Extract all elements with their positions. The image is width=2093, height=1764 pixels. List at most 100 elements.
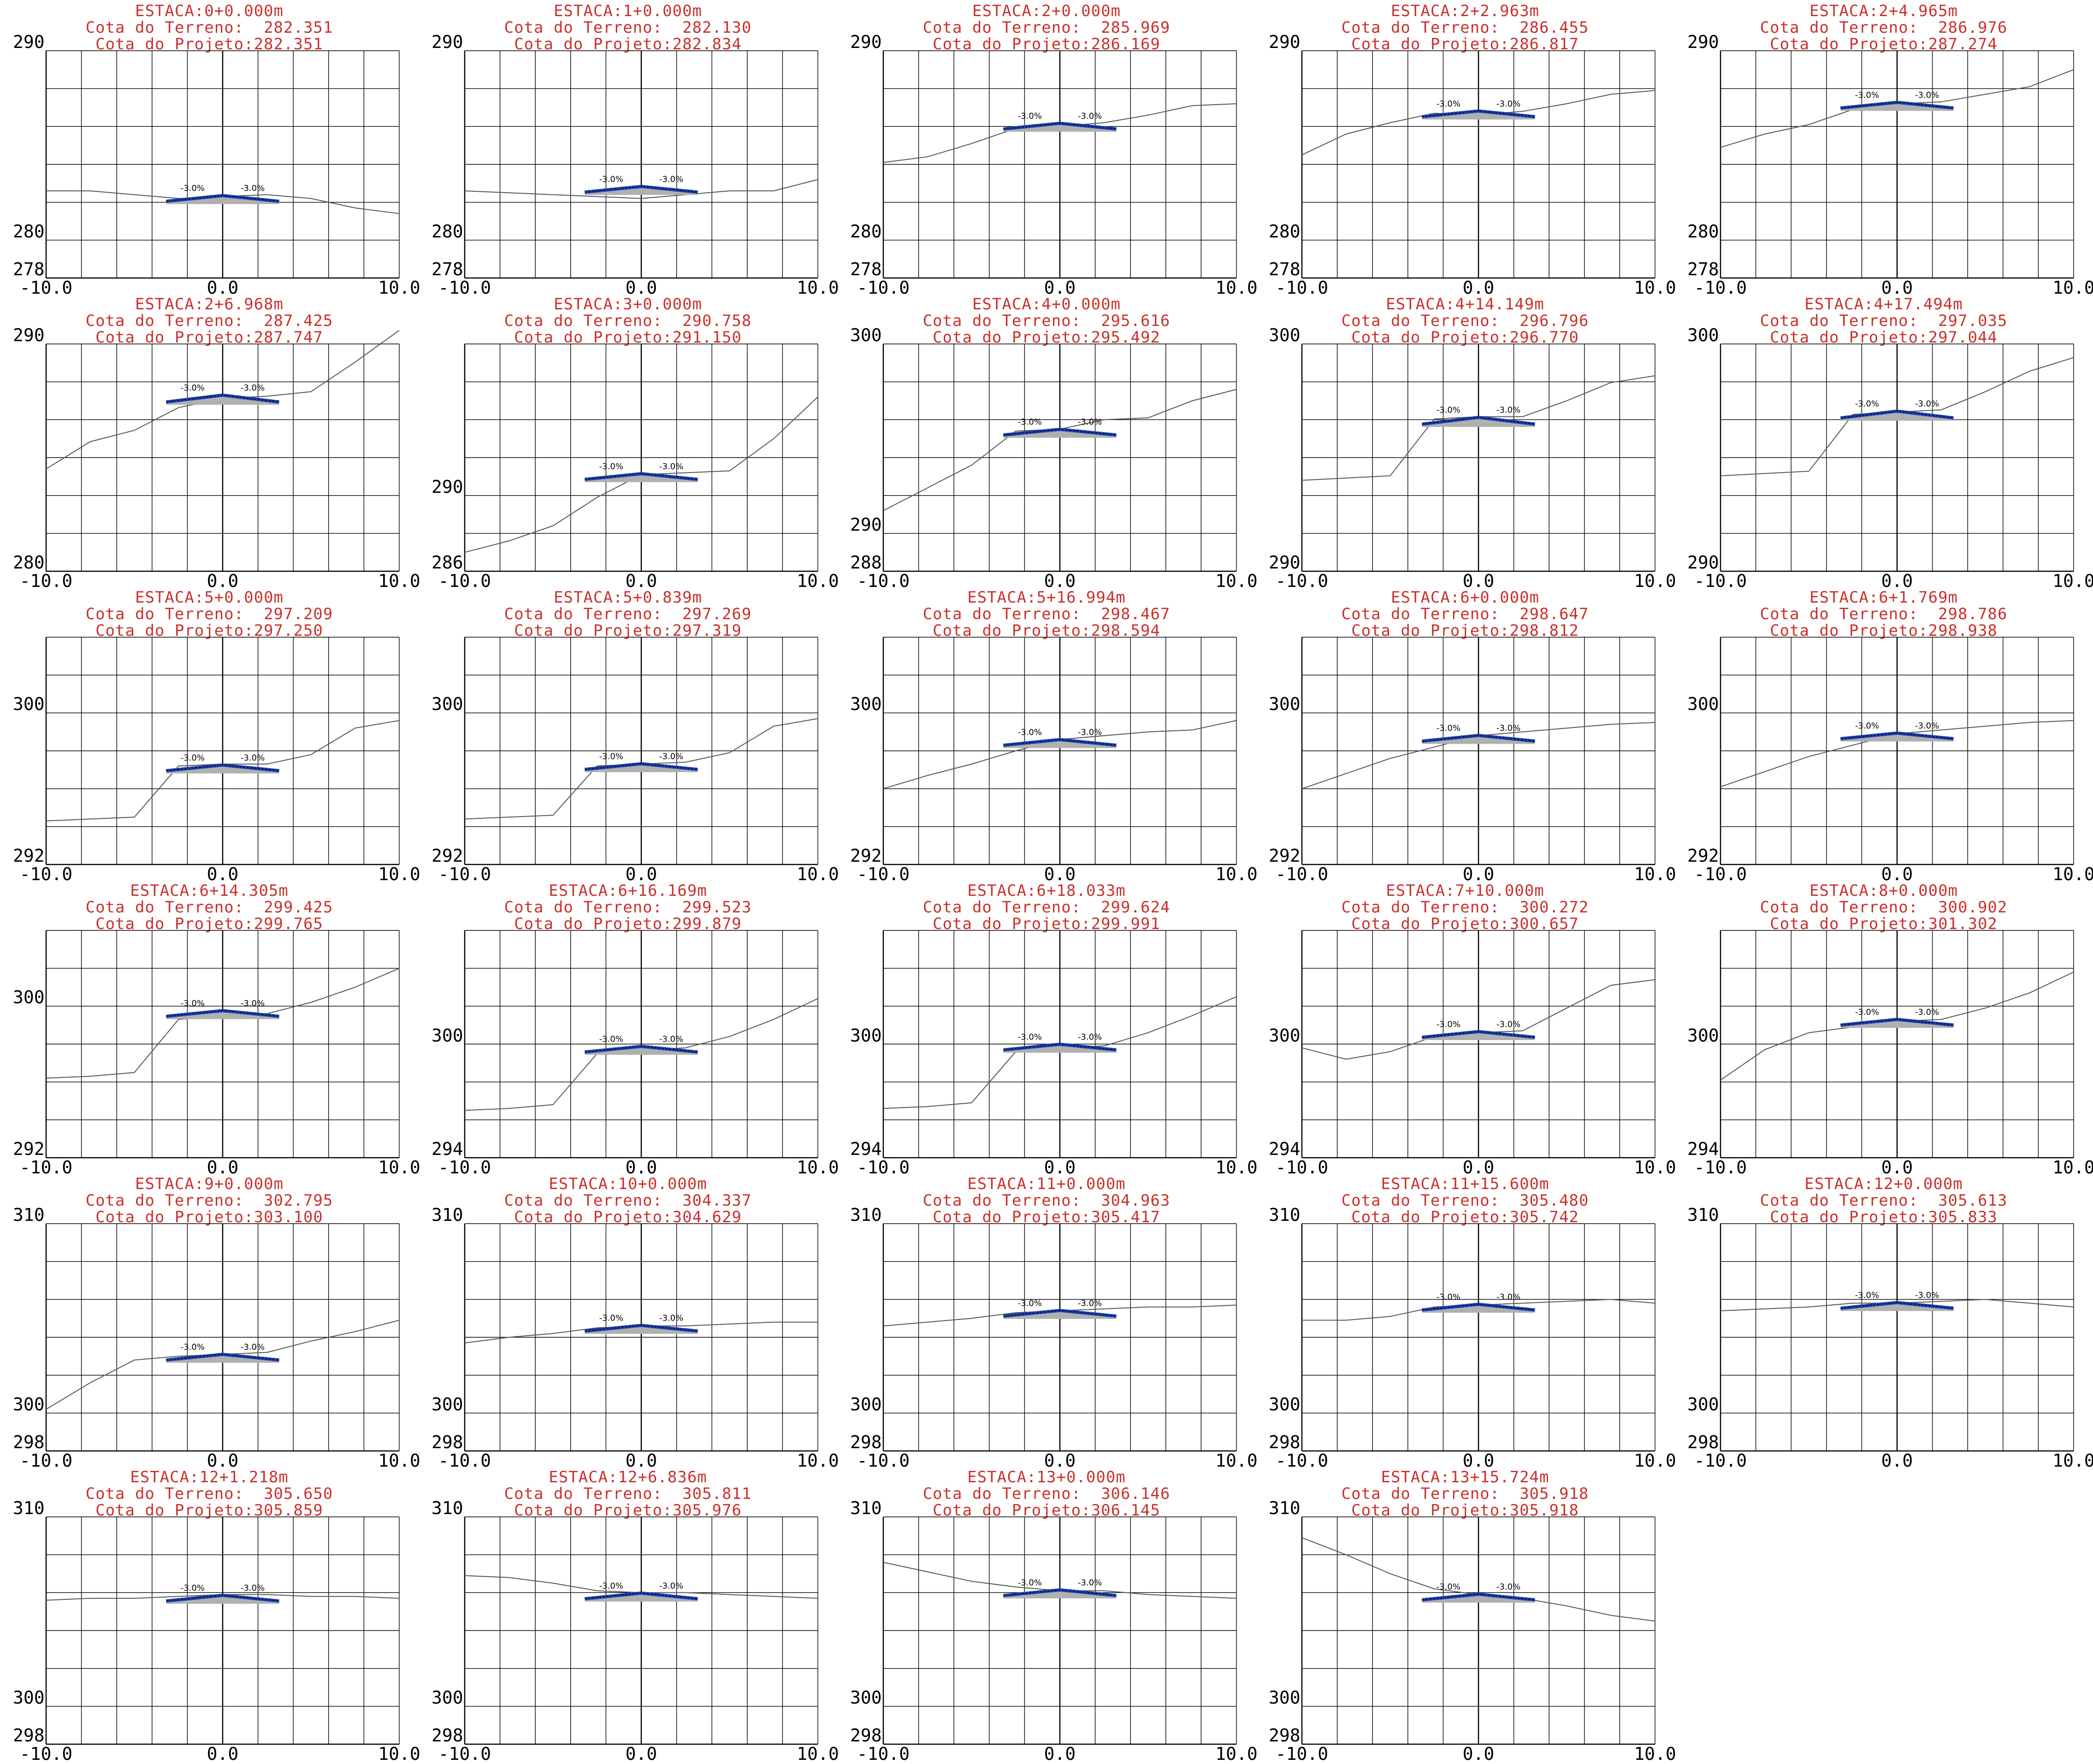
station-label-part: 11+15.600m — [1450, 1175, 1549, 1193]
platform-edge-line — [1840, 1302, 1954, 1309]
design-elevation-part: 305.417 — [1091, 1208, 1160, 1226]
fill-area — [1422, 1304, 1535, 1313]
x-tick-label: 0.0 — [1462, 1744, 1495, 1764]
y-tick-label: 300 — [1269, 1394, 1301, 1415]
design-elevation: Cota do Projeto:286.817 — [1256, 36, 1674, 53]
station-label: ESTACA:6+16.169m — [419, 882, 837, 899]
section-plot: -3.0% -3.0% — [1301, 50, 1655, 279]
design-elevation-part: Cota do Projeto: — [933, 915, 1091, 933]
station-label-part: ESTACA: — [1386, 882, 1455, 900]
slope-label: -3.0% — [599, 1314, 623, 1323]
x-tick-label: 10.0 — [1215, 571, 1258, 591]
x-tick-label: 10.0 — [1634, 1744, 1676, 1764]
cross-section-panel: ESTACA:11+15.600m Cota do Terreno: 305.48… — [1256, 1173, 1676, 1469]
slope-label: -3.0% — [1018, 1298, 1042, 1308]
design-elevation: Cota do Projeto:297.250 — [0, 622, 419, 639]
platform-edge-line — [585, 763, 698, 770]
terrain-elevation-part: 299.425 — [264, 898, 333, 917]
station-label: ESTACA:1+0.000m — [419, 3, 837, 19]
platform-edge-line — [1003, 123, 1117, 130]
x-tick-label: 10.0 — [1634, 864, 1676, 884]
slope-label: -3.0% — [1496, 1020, 1520, 1030]
design-elevation-part: 306.145 — [1091, 1501, 1160, 1520]
y-tick-label: 278 — [432, 259, 463, 279]
fill-area — [1003, 1310, 1117, 1319]
station-label-part: 1+0.000m — [623, 2, 703, 20]
y-tick-label: 292 — [1269, 846, 1301, 866]
slope-label: -3.0% — [1078, 1578, 1102, 1587]
station-label: ESTACA:5+0.839m — [419, 589, 837, 606]
slope-label: -3.0% — [1496, 405, 1520, 415]
terrain-elevation-part: Cota do Terreno: — [1341, 605, 1500, 623]
terrain-elevation: Cota do Terreno: 305.480 — [1256, 1192, 1674, 1209]
slope-label: -3.0% — [181, 999, 205, 1008]
station-label: ESTACA:2+0.000m — [837, 3, 1256, 19]
terrain-elevation-part: 286.976 — [1938, 18, 2008, 37]
terrain-elevation-part: 305.650 — [264, 1485, 333, 1503]
station-label-part: 4+0.000m — [1041, 295, 1121, 314]
design-elevation: Cota do Projeto:298.594 — [837, 622, 1256, 639]
y-tick-label: 294 — [1687, 1139, 1719, 1159]
x-tick-label: 0.0 — [1881, 864, 1913, 884]
y-tick-label: 290 — [432, 476, 463, 497]
cross-section-panel: ESTACA:12+1.218m Cota do Terreno: 305.650… — [0, 1466, 420, 1763]
fill-area — [585, 764, 698, 772]
fill-area — [1422, 1031, 1535, 1040]
terrain-elevation: Cota do Terreno: 302.795 — [0, 1192, 419, 1209]
cross-section-panel: ESTACA:2+2.963m Cota do Terreno: 286.455 C… — [1256, 0, 1676, 296]
slope-label: -3.0% — [1855, 1007, 1879, 1017]
x-tick-label: 0.0 — [625, 1744, 657, 1764]
station-label-part: ESTACA: — [1390, 588, 1460, 607]
station-label-part: ESTACA: — [553, 588, 623, 607]
y-tick-label: 292 — [1687, 846, 1719, 866]
cross-section-panel: ESTACA:4+17.494m Cota do Terreno: 297.035… — [1674, 293, 2093, 590]
terrain-elevation-part: Cota do Terreno: — [1760, 18, 1919, 37]
station-label-part: ESTACA: — [972, 295, 1042, 314]
terrain-elevation-part: Cota do Terreno: — [504, 605, 663, 623]
slope-label: -3.0% — [1078, 111, 1102, 121]
terrain-elevation: Cota do Terreno: 282.351 — [0, 19, 419, 36]
cross-section-panel: ESTACA:1+0.000m Cota do Terreno: 282.130 C… — [419, 0, 839, 298]
station-label-part: 8+0.000m — [1879, 882, 1958, 900]
terrain-elevation: Cota do Terreno: 304.963 — [837, 1192, 1256, 1209]
y-tick-label: 310 — [13, 1498, 45, 1518]
station-label: ESTACA:11+0.000m — [837, 1176, 1256, 1192]
y-tick-label: 310 — [13, 1205, 45, 1225]
cross-section-panel: ESTACA:6+0.000m Cota do Terreno: 298.647 C… — [1256, 586, 1676, 883]
terrain-elevation-part: 300.902 — [1938, 898, 2008, 917]
design-elevation: Cota do Projeto:291.150 — [419, 329, 837, 346]
cross-section-panel: ESTACA:2+4.965m Cota do Terreno: 286.976 C… — [1674, 0, 2093, 296]
terrain-line — [464, 179, 818, 199]
x-tick-label: -10.0 — [19, 278, 73, 298]
y-tick-label: 300 — [432, 1025, 463, 1046]
design-elevation: Cota do Projeto:300.657 — [1256, 916, 1674, 932]
x-tick-label: 10.0 — [1215, 278, 1258, 298]
x-tick-label: -10.0 — [438, 278, 491, 298]
design-elevation-part: Cota do Projeto: — [1770, 328, 1928, 347]
terrain-elevation-part: 285.969 — [1101, 18, 1171, 37]
x-tick-label: 0.0 — [207, 1157, 239, 1178]
slope-label: -3.0% — [1437, 405, 1460, 415]
x-tick-label: -10.0 — [438, 864, 491, 884]
terrain-elevation-part: 304.963 — [1101, 1191, 1171, 1210]
design-elevation-part: 305.859 — [254, 1501, 323, 1520]
station-label-part: 2+2.963m — [1460, 2, 1540, 20]
platform-edge-line — [1422, 1593, 1535, 1600]
fill-area — [166, 195, 279, 204]
station-label: ESTACA:13+0.000m — [837, 1469, 1256, 1486]
design-elevation: Cota do Projeto:282.351 — [0, 36, 419, 53]
fill-area — [1840, 102, 1954, 111]
station-label-part: 2+4.965m — [1879, 2, 1958, 20]
design-elevation-part: Cota do Projeto: — [95, 1501, 254, 1520]
section-plot: -3.0% -3.0% — [464, 1516, 818, 1745]
terrain-elevation: Cota do Terreno: 297.035 — [1674, 313, 2093, 329]
terrain-elevation-part: 297.269 — [682, 605, 752, 623]
y-tick-label: 292 — [13, 846, 45, 866]
slope-label: -3.0% — [1018, 728, 1042, 737]
y-tick-label: 298 — [1269, 1432, 1301, 1452]
fill-area — [166, 1354, 279, 1363]
design-elevation-part: 297.044 — [1928, 328, 1998, 347]
station-label-part: ESTACA: — [553, 2, 623, 20]
platform-edge-line — [1003, 739, 1117, 746]
station-label-part: 12+6.836m — [618, 1468, 707, 1486]
